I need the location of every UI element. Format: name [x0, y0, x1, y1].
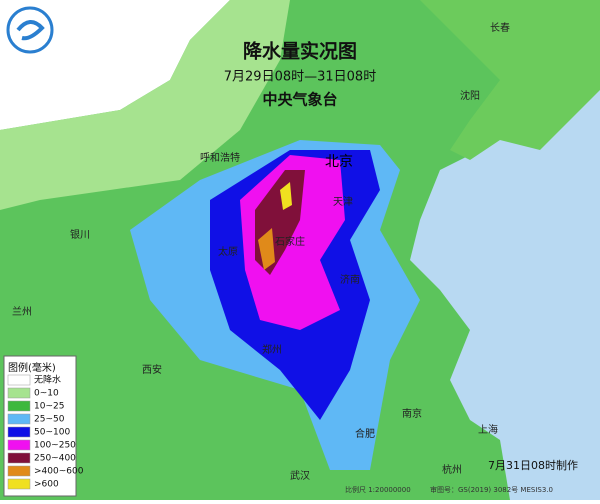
legend-swatch [7, 387, 31, 399]
land-northeast [420, 0, 600, 160]
legend-label: 100~250 [34, 441, 76, 451]
city-label: 南京 [402, 407, 422, 420]
rain-600 [280, 182, 292, 210]
city-label: 银川 [70, 228, 90, 241]
period: 7月29日08时—31日08时 [224, 70, 376, 85]
legend-swatch [7, 400, 31, 412]
city-label: 呼和浩特 [200, 152, 240, 164]
legend-label: >600 [34, 480, 59, 490]
rain-400-600 [258, 228, 275, 270]
legend-title: 图例(毫米) [8, 361, 56, 374]
city-label: 上海 [478, 423, 498, 436]
legend-label: 10~25 [34, 402, 64, 412]
city-label: 长春 [490, 22, 510, 34]
legend-swatch [7, 426, 31, 438]
city-label: 西安 [142, 363, 162, 376]
legend-label: 50~100 [34, 428, 70, 438]
approval: 审图号：GS(2019) 3082号 MESIS3.0 [430, 485, 553, 494]
legend-swatch [7, 478, 31, 490]
agency: 中央气象台 [262, 91, 337, 109]
title: 降水量实况图 [243, 40, 357, 63]
legend-swatch [7, 413, 31, 425]
city-label: 济南 [340, 273, 360, 286]
logo [6, 6, 54, 54]
city-label: 兰州 [12, 305, 32, 318]
scale: 比例尺 1:20000000 [345, 485, 411, 494]
legend-label: >400~600 [34, 467, 84, 477]
city-label: 合肥 [355, 427, 375, 440]
city-label: 天津 [333, 196, 353, 208]
legend-label: 无降水 [34, 374, 61, 386]
legend-label: 25~50 [34, 415, 65, 425]
legend-label: 0~10 [34, 389, 59, 399]
legend: 无降水 0~10 10~25 25~50 50~100 100~250 250~400 >40… [7, 374, 84, 490]
legend-swatch [7, 439, 31, 451]
dry-area [0, 0, 230, 130]
legend-swatch [7, 452, 31, 464]
made-time: 7月31日08时制作 [488, 459, 578, 472]
legend-label: 250~400 [34, 454, 76, 464]
light-rain [0, 0, 290, 210]
legend-swatch [7, 374, 31, 386]
city-label: 杭州 [442, 463, 462, 476]
city-label: 武汉 [290, 469, 310, 482]
city-label: 太原 [218, 245, 238, 258]
city-label: 石家庄 [275, 235, 305, 248]
logo-swirl [16, 20, 45, 41]
legend-swatch [7, 465, 31, 477]
city-label: 沈阳 [460, 89, 480, 102]
city-label: 郑州 [262, 343, 282, 356]
city-label: 北京 [325, 154, 353, 170]
